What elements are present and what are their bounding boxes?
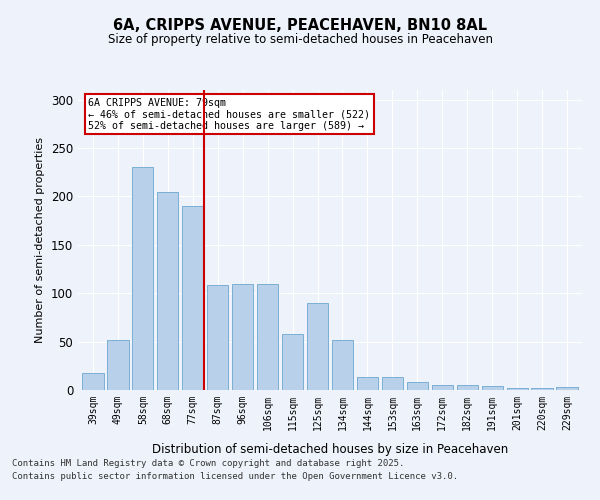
Text: Size of property relative to semi-detached houses in Peacehaven: Size of property relative to semi-detach… (107, 32, 493, 46)
Text: Contains public sector information licensed under the Open Government Licence v3: Contains public sector information licen… (12, 472, 458, 481)
Bar (207, 286, 229, 390)
Bar (232, 284, 253, 390)
Bar (157, 192, 178, 390)
Text: 6A CRIPPS AVENUE: 79sqm
← 46% of semi-detached houses are smaller (522)
52% of s: 6A CRIPPS AVENUE: 79sqm ← 46% of semi-de… (88, 98, 370, 130)
Bar (282, 334, 303, 390)
Bar (382, 378, 403, 390)
Bar (332, 340, 353, 390)
Bar (407, 382, 428, 390)
Bar (257, 284, 278, 390)
Bar (357, 378, 378, 390)
Bar (182, 206, 203, 390)
Bar (506, 388, 528, 390)
Y-axis label: Number of semi-detached properties: Number of semi-detached properties (35, 137, 46, 343)
Bar (457, 385, 478, 390)
Bar (132, 168, 154, 390)
Bar (82, 372, 104, 390)
Bar (556, 387, 578, 390)
Text: Contains HM Land Registry data © Crown copyright and database right 2025.: Contains HM Land Registry data © Crown c… (12, 458, 404, 468)
Bar (431, 385, 453, 390)
Text: Distribution of semi-detached houses by size in Peacehaven: Distribution of semi-detached houses by … (152, 442, 508, 456)
Bar (482, 386, 503, 390)
Bar (107, 340, 128, 390)
Bar (532, 388, 553, 390)
Text: 6A, CRIPPS AVENUE, PEACEHAVEN, BN10 8AL: 6A, CRIPPS AVENUE, PEACEHAVEN, BN10 8AL (113, 18, 487, 32)
Bar (307, 303, 328, 390)
